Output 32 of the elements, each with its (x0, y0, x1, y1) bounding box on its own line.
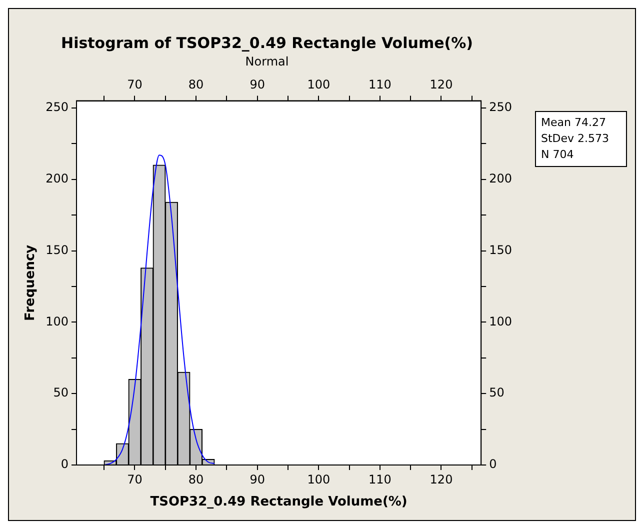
y2-tick-label: 0 (489, 457, 497, 472)
text: N 704 (541, 147, 575, 163)
line-series (104, 154, 215, 465)
x2-tick-label: 70 (127, 78, 142, 92)
text: StDev 2.573 (541, 131, 610, 147)
x2-tick-label: 100 (307, 78, 330, 92)
x-tick-label: 100 (307, 472, 330, 486)
y2-tick-label: 150 (489, 242, 512, 257)
x-tick-label: 70 (127, 472, 142, 486)
x-tick-label: 110 (368, 472, 392, 486)
y-tick-label: 100 (46, 314, 69, 328)
y-axis-title: Frequency (23, 244, 38, 321)
x-axis-title: TSOP32_0.49 Rectangle Volume(%) (150, 494, 408, 510)
y-tick-label: 200 (46, 171, 69, 186)
text: Mean 74.27 (541, 115, 607, 131)
x-tick-label: 80 (188, 472, 204, 486)
x-tick-label: 120 (430, 472, 453, 486)
y2-tick-label: 50 (489, 386, 504, 400)
chart-title: Histogram of TSOP32_0.49 Rectangle Volume(%) (61, 34, 473, 52)
x-tick-label: 90 (250, 472, 265, 486)
y2-tick-label: 100 (489, 314, 512, 328)
y-tick-label: 50 (53, 386, 69, 400)
y2-tick-label: 200 (489, 171, 512, 186)
y-tick-label: 0 (60, 457, 69, 472)
y-tick-label: 250 (46, 100, 69, 114)
y2-tick-label: 250 (489, 100, 512, 114)
y-tick-label: 150 (46, 242, 69, 257)
x2-tick-label: 110 (368, 78, 392, 92)
x2-tick-label: 80 (188, 78, 204, 92)
x2-tick-label: 120 (430, 78, 453, 92)
x2-tick-label: 90 (250, 78, 265, 92)
chart-subtitle: Normal (245, 54, 289, 68)
